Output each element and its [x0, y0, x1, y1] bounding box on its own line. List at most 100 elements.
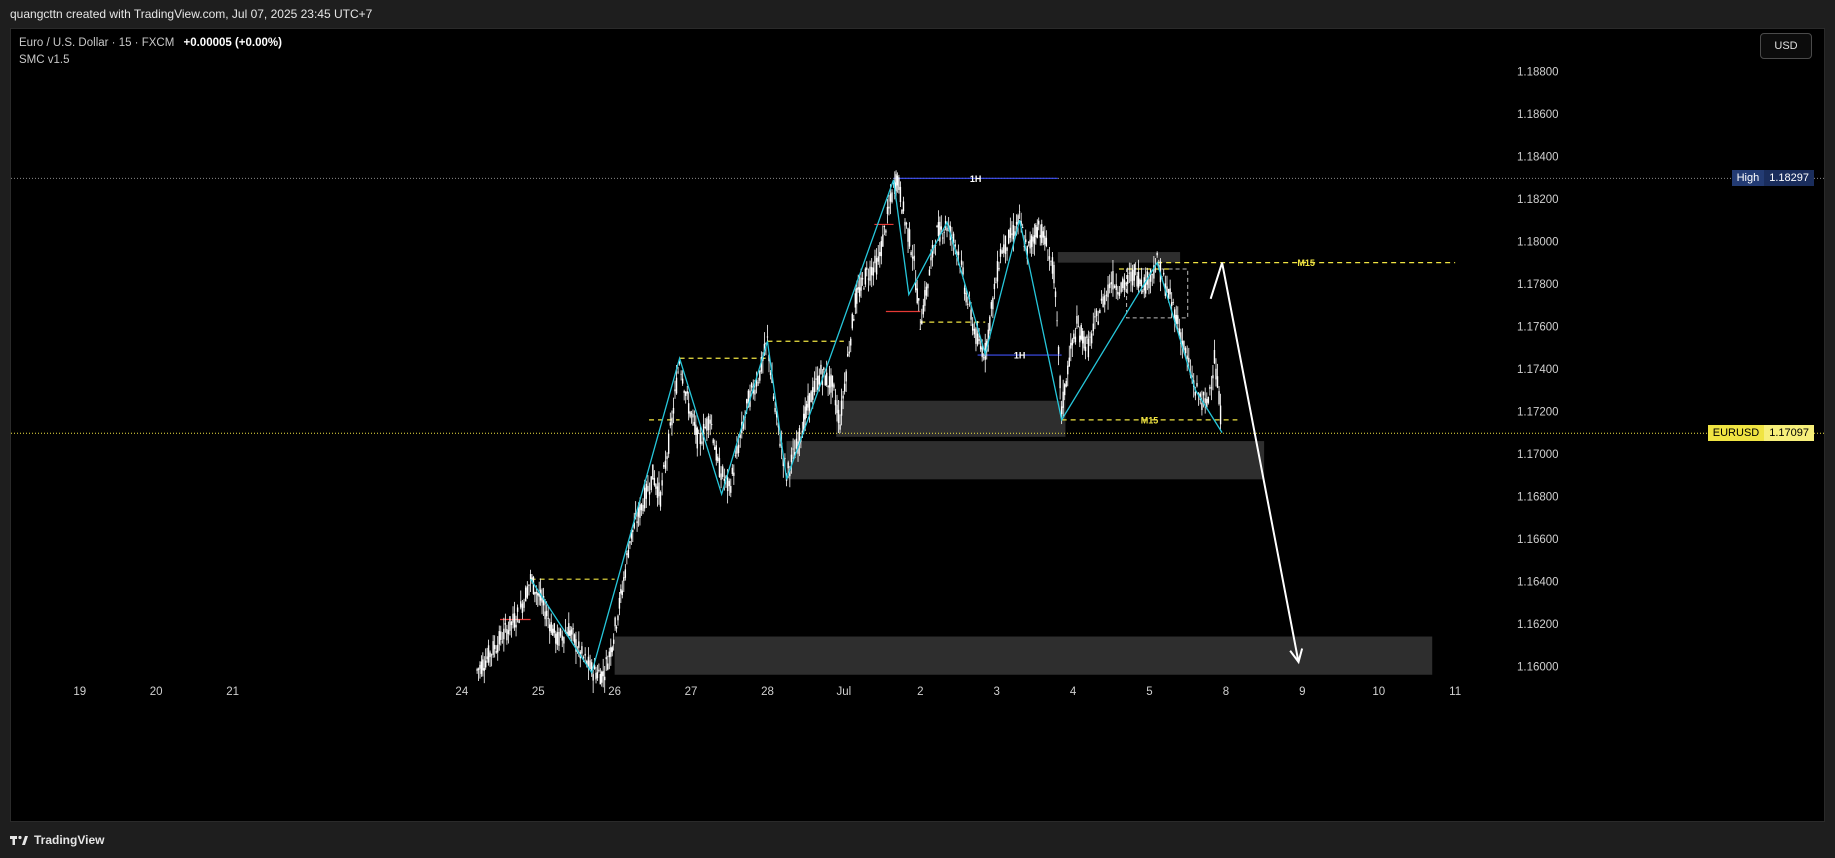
projection-arrow-line[interactable]	[1209, 262, 1300, 663]
symbol-title[interactable]: Euro / U.S. Dollar · 15 · FXCM	[19, 37, 175, 49]
candle-body-289	[919, 328, 921, 330]
x-tick-label-11: 4	[1070, 686, 1077, 698]
candle-body-400	[1089, 336, 1091, 338]
candle-body-87	[608, 651, 610, 658]
candle-body-401	[1090, 333, 1093, 344]
candle-body-411	[1107, 284, 1109, 298]
candle-body-18	[503, 628, 505, 640]
candle-body-187	[763, 343, 766, 355]
candle-body-415	[1113, 286, 1116, 288]
candle-body-284	[911, 256, 914, 259]
y-tick-label-8: 1.17200	[1517, 406, 1559, 418]
candle-body-212	[803, 413, 805, 432]
x-tick-label-15: 10	[1372, 686, 1385, 698]
candle-body-59	[566, 631, 568, 636]
candle-body-150	[704, 426, 706, 429]
x-tick-label-16: 11	[1449, 686, 1461, 698]
candle-body-19	[504, 623, 507, 625]
candle-body-32	[524, 587, 527, 602]
candle-body-395	[1081, 331, 1084, 344]
candle-body-135	[681, 378, 684, 384]
candle-body-249	[858, 287, 861, 297]
candle-body-120	[658, 482, 660, 497]
candle-body-280	[905, 223, 908, 225]
price-chart[interactable]: 1H 1H M15 M15 1.18800 1.18600 1.18400 1.18200 1.…	[11, 29, 1824, 821]
candle-body-128	[671, 417, 673, 426]
candle-body-268	[888, 206, 890, 209]
candle-body-99	[626, 553, 628, 556]
candle-body-473	[1206, 398, 1208, 408]
candle-body-247	[856, 288, 858, 304]
candle-body-386	[1068, 357, 1070, 367]
candle-body-147	[699, 433, 702, 444]
candle-body-410	[1105, 294, 1108, 296]
order-block-zone-3	[1057, 252, 1181, 263]
candle-body-258	[872, 267, 875, 276]
candle-body-161	[722, 466, 724, 477]
candle-body-430	[1137, 271, 1140, 288]
candle-body-373	[1048, 256, 1051, 260]
candle-body-179	[750, 383, 753, 388]
candle-body-375	[1051, 257, 1054, 274]
candle-body-130	[674, 389, 676, 392]
candle-body-361	[1030, 235, 1033, 247]
candle-body-334	[989, 316, 991, 331]
candle-body-399	[1087, 338, 1090, 358]
candle-body-404	[1095, 310, 1098, 317]
legend-symbol-row: Euro / U.S. Dollar · 15 · FXCM +0.00005 …	[19, 35, 282, 52]
candle-body-481	[1218, 391, 1220, 405]
indicator-name[interactable]: SMC v1.5	[19, 54, 70, 66]
candle-body-251	[861, 278, 864, 280]
candle-body-330	[983, 357, 985, 359]
candle-body-252	[863, 288, 865, 290]
candle-body-389	[1073, 333, 1075, 339]
currency-button[interactable]: USD	[1760, 33, 1812, 59]
candle-body-27	[516, 607, 519, 612]
candle-body-387	[1070, 342, 1072, 349]
candle-body-89	[611, 647, 613, 653]
x-tick-label-12: 5	[1146, 686, 1152, 698]
candle-body-475	[1209, 386, 1211, 389]
chart-pane[interactable]: 1H 1H M15 M15 1.18800 1.18600 1.18400 1.18200 1.…	[10, 28, 1825, 822]
candle-body-380	[1059, 376, 1061, 389]
candle-body-236	[839, 424, 841, 430]
candle-body-85	[605, 657, 607, 660]
candle-body-369	[1042, 231, 1045, 238]
candle-body-403	[1094, 316, 1096, 318]
candle-body-243	[850, 338, 852, 346]
candle-body-170	[736, 446, 738, 454]
candle-body-432	[1140, 279, 1143, 287]
candle-body-379	[1057, 346, 1060, 355]
candle-body-426	[1131, 269, 1134, 286]
candle-body-159	[718, 458, 721, 477]
y-tick-label-7: 1.17400	[1517, 364, 1559, 376]
candle-body-419	[1120, 282, 1122, 292]
candle-body-417	[1117, 291, 1119, 295]
candle-body-154	[710, 424, 713, 426]
candle-body-285	[913, 255, 915, 261]
candle-body-123	[663, 465, 665, 467]
candle-body-293	[925, 286, 928, 296]
candle-body-427	[1133, 264, 1135, 281]
candle-body-44	[542, 595, 545, 606]
candle-body-16	[500, 631, 502, 640]
candle-body-405	[1097, 321, 1099, 325]
candle-body-102	[630, 530, 633, 539]
candle-body-176	[746, 399, 748, 404]
candle-body-81	[599, 673, 602, 685]
candle-body-412	[1108, 283, 1111, 289]
candle-body-74	[589, 660, 591, 670]
candle-body-140	[689, 411, 691, 417]
candle-body-350	[1014, 231, 1016, 236]
candle-body-311	[952, 233, 955, 244]
candle-body-216	[808, 393, 811, 411]
candle-body-452	[1172, 302, 1174, 303]
candle-body-79	[596, 672, 599, 679]
candle-body-61	[569, 630, 571, 636]
candle-body-470	[1201, 403, 1203, 410]
candle-body-136	[683, 390, 685, 393]
candle-body-374	[1050, 260, 1052, 262]
candle-body-207	[795, 438, 798, 449]
candle-body-244	[851, 313, 853, 329]
candle-body-109	[640, 504, 643, 511]
